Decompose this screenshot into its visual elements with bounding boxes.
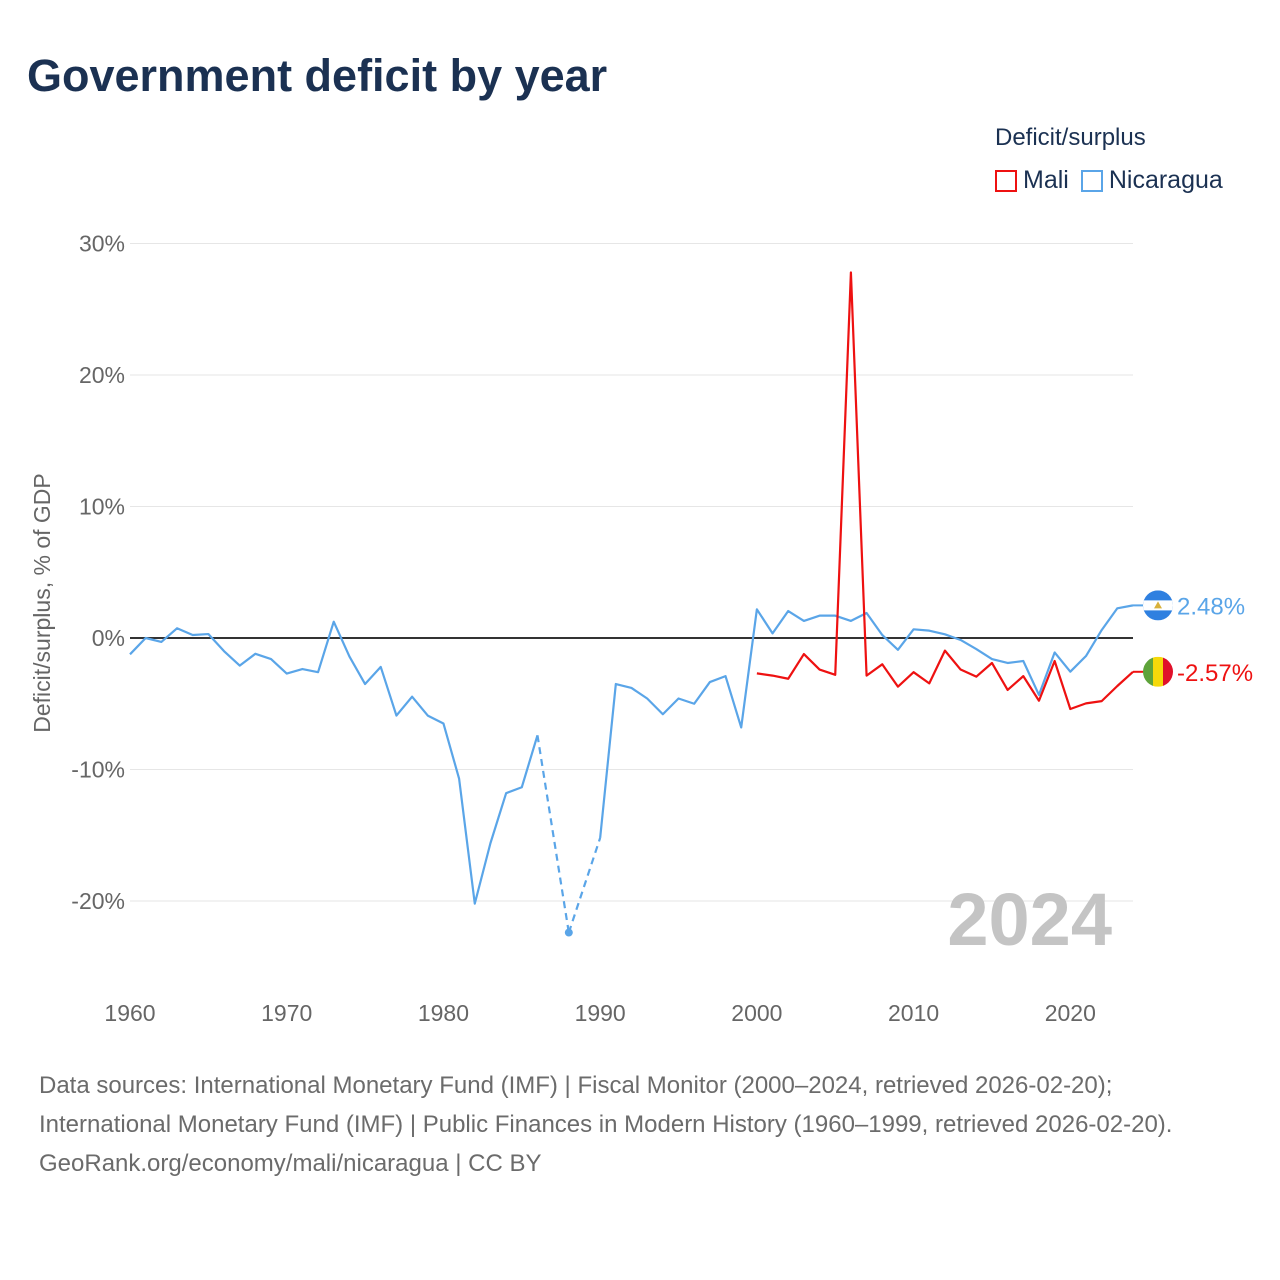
credit-link[interactable]: GeoRank.org/economy/mali/nicaragua | CC … <box>39 1150 542 1177</box>
x-tick-label: 1990 <box>575 1000 626 1026</box>
mali-flag-icon <box>1143 656 1173 687</box>
x-tick-label: 1960 <box>104 1000 155 1026</box>
legend-item-nicaragua[interactable]: Nicaragua <box>1080 166 1223 195</box>
flag-stripe <box>1163 656 1173 687</box>
data-sources: Data sources: International Monetary Fun… <box>39 1072 1173 1138</box>
legend-label-mali: Mali <box>1023 166 1069 194</box>
end-value-label-nicaragua: 2.48% <box>1177 593 1245 620</box>
nicaragua-flag-icon <box>1143 590 1173 621</box>
x-tick-label: 1980 <box>418 1000 469 1026</box>
series-gap-nicaragua <box>567 837 602 933</box>
end-value-label-mali: -2.57% <box>1177 660 1253 687</box>
x-tick-label: 2000 <box>731 1000 782 1026</box>
flag-stripe <box>1143 656 1153 687</box>
series-line-mali <box>756 271 1134 711</box>
y-tick-label: 30% <box>79 231 125 257</box>
legend: Mali Nicaragua <box>995 166 1223 195</box>
x-tick-label: 1970 <box>261 1000 312 1026</box>
series-gap-nicaragua <box>536 735 570 933</box>
chart-title: Government deficit by year <box>27 50 608 101</box>
y-tick-label: -20% <box>71 888 125 914</box>
series-line-nicaragua <box>599 604 1134 838</box>
legend-swatch-nicaragua <box>1080 169 1103 192</box>
legend-item-mali[interactable]: Mali <box>995 166 1069 195</box>
y-axis-label: Deficit/surplus, % of GDP <box>29 473 55 732</box>
flag-emblem <box>1154 601 1162 609</box>
legend-label-nicaragua: Nicaragua <box>1108 166 1223 194</box>
series-line-nicaragua <box>129 620 539 905</box>
legend-title: Deficit/surplus <box>995 124 1146 151</box>
y-tick-label: -10% <box>71 757 125 783</box>
y-tick-label: 10% <box>79 494 125 520</box>
y-tick-label: 20% <box>79 362 125 388</box>
x-tick-label: 2020 <box>1045 1000 1096 1026</box>
legend-swatch-mali <box>995 169 1017 192</box>
y-tick-label: 0% <box>92 625 125 651</box>
year-watermark: 2024 <box>947 878 1112 961</box>
flag-stripe <box>1153 656 1163 687</box>
footer: Data sources: International Monetary Fun… <box>39 1066 1239 1183</box>
x-tick-label: 2010 <box>888 1000 939 1026</box>
